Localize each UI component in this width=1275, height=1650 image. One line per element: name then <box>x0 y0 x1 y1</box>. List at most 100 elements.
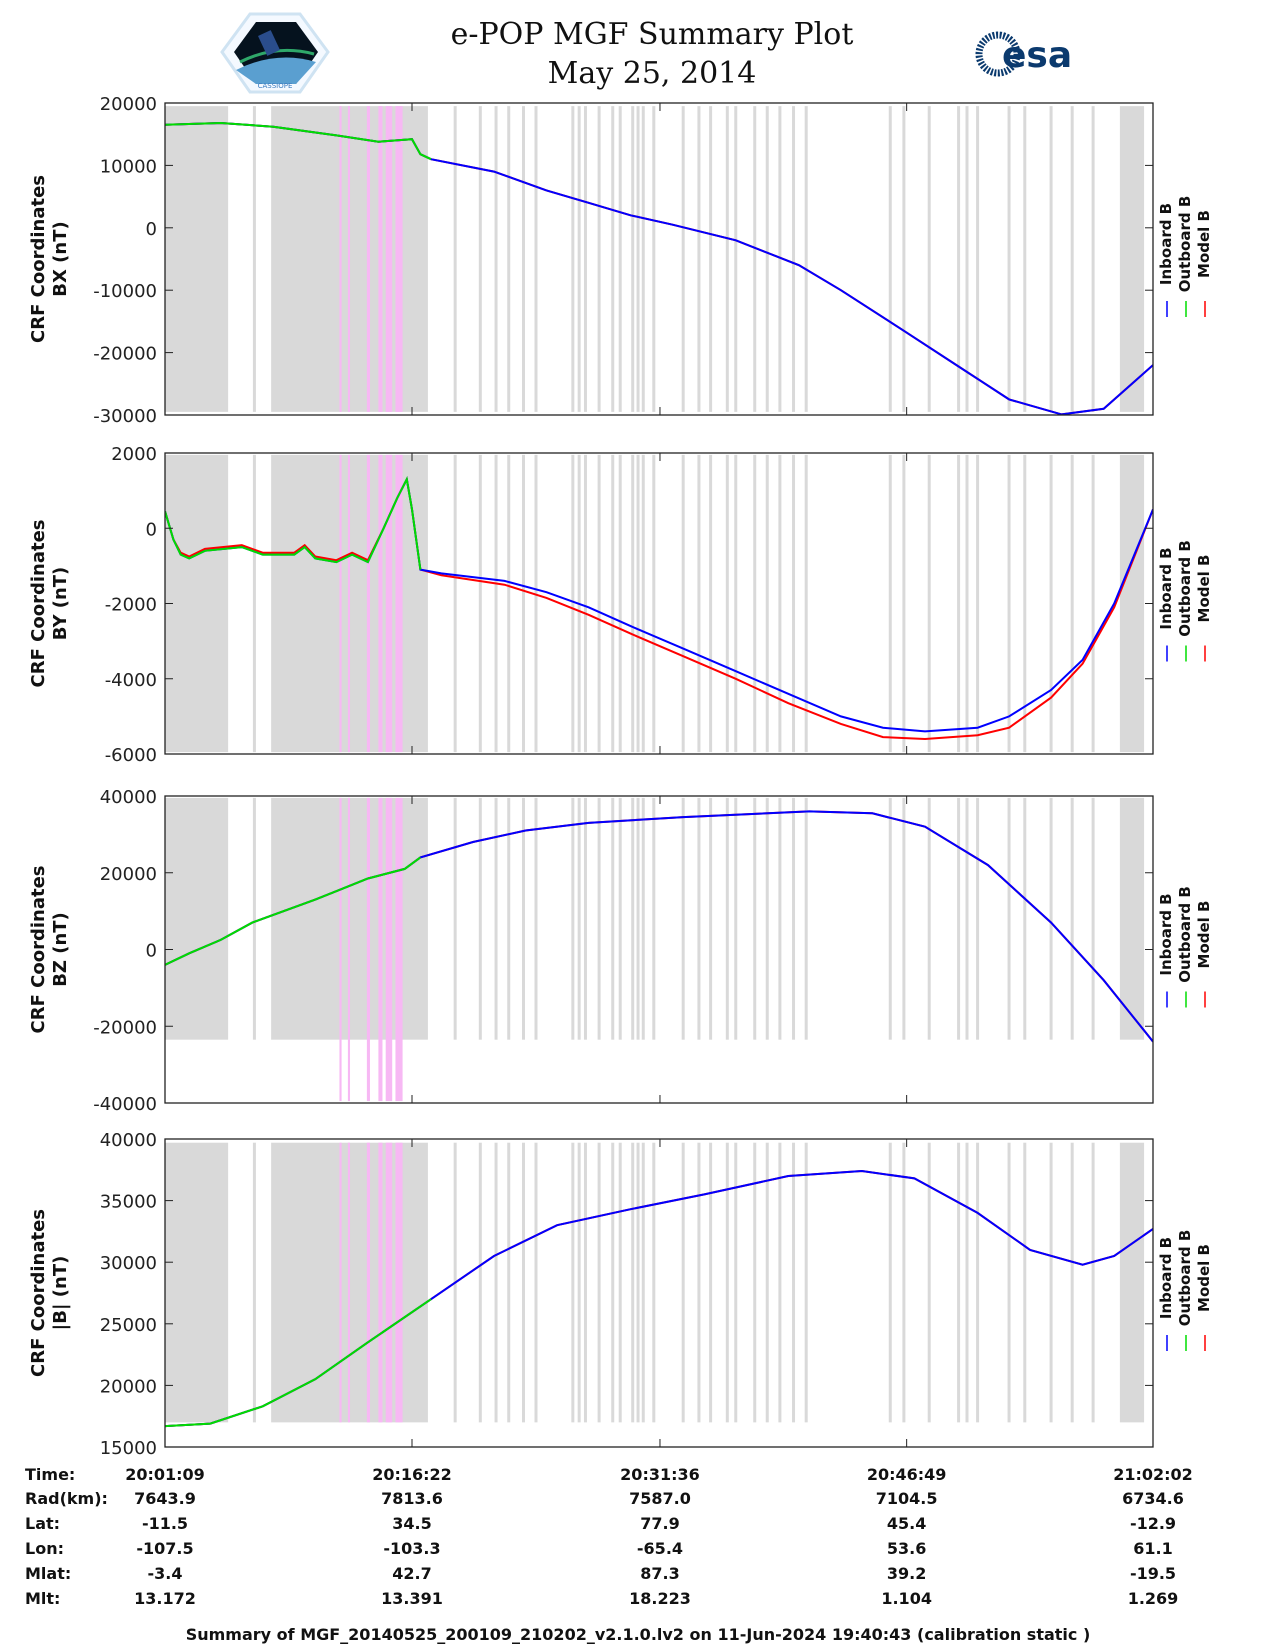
y-tick-label: 40000 <box>100 1130 157 1151</box>
gray-shade-line <box>976 1142 980 1423</box>
pink-shade-block <box>378 454 383 753</box>
table-row-label: Time: <box>25 1465 75 1484</box>
gray-shade-line <box>583 1142 587 1423</box>
gray-shade-line <box>765 797 769 1040</box>
gray-shade-line <box>652 454 656 753</box>
legend-label: Inboard B <box>1157 203 1175 285</box>
gray-shade-line <box>611 797 615 1040</box>
outboard-b-line <box>165 121 432 161</box>
table-row-label: Lon: <box>25 1539 64 1558</box>
gray-shade-line <box>494 454 498 753</box>
gray-shade-line <box>902 797 906 1040</box>
gray-shade-line <box>753 797 757 1040</box>
gray-shade-line <box>652 106 656 412</box>
pink-shade-block <box>339 1142 342 1423</box>
gray-shade-block <box>165 454 229 753</box>
gray-shade-line <box>597 1142 601 1423</box>
gray-shade-line <box>652 797 656 1040</box>
gray-shade-line <box>965 454 969 753</box>
gray-shade-line <box>888 797 892 1040</box>
footer-summary: Summary of MGF_20140525_200109_210202_v2… <box>186 1625 1091 1644</box>
gray-shade-line <box>709 106 713 412</box>
pink-shade-block <box>347 797 351 1102</box>
gray-shade-line <box>583 797 587 1040</box>
gray-shade-line <box>597 106 601 412</box>
legend-label: Outboard B <box>1176 1230 1194 1327</box>
y-tick-label: -10000 <box>93 281 157 302</box>
gray-shade-line <box>636 1142 640 1423</box>
gray-shade-line <box>1007 1142 1011 1423</box>
y-tick-label: -2000 <box>105 595 157 616</box>
gray-shade-line <box>976 797 980 1040</box>
gray-shade-line <box>681 454 685 753</box>
gray-shade-line <box>521 797 525 1040</box>
gray-shade-line <box>1091 454 1095 753</box>
gray-shade-line <box>534 454 538 753</box>
gray-shade-line <box>577 106 581 412</box>
y-axis-label: CRF Coordinates <box>28 175 49 343</box>
gray-shade-line <box>725 454 729 753</box>
y-tick-label: 20000 <box>100 864 157 885</box>
plot-area <box>165 454 1153 753</box>
gray-shade-line <box>734 797 738 1040</box>
gray-shade-block <box>1119 1142 1145 1423</box>
gray-shade-line <box>902 454 906 753</box>
gray-shade-line <box>453 106 457 412</box>
table-cell: -107.5 <box>136 1539 193 1558</box>
pink-shade-block <box>378 1142 383 1423</box>
pink-shade-block <box>339 454 342 753</box>
y-axis-label: CRF Coordinates <box>28 520 49 688</box>
y-tick-label: 40000 <box>100 787 157 808</box>
axes-frame <box>164 102 1154 416</box>
gray-shade-line <box>577 1142 581 1423</box>
y-axis-label: CRF Coordinates <box>28 1209 49 1377</box>
gray-shade-line <box>577 797 581 1040</box>
table-row-label: Rad(km): <box>25 1489 108 1508</box>
gray-shade-line <box>636 106 640 412</box>
gray-shade-line <box>652 1142 656 1423</box>
table-cell: 39.2 <box>887 1564 926 1583</box>
gray-shade-line <box>709 454 713 753</box>
gray-shade-line <box>1070 1142 1074 1423</box>
gray-shade-line <box>778 1142 782 1423</box>
gray-shade-line <box>957 797 961 1040</box>
table-cell: 1.269 <box>1128 1589 1179 1608</box>
gray-shade-line <box>804 1142 808 1423</box>
gray-shade-line <box>681 797 685 1040</box>
gray-shade-line <box>631 1142 635 1423</box>
gray-shade-line <box>494 797 498 1040</box>
table-cell: 20:46:49 <box>867 1465 947 1484</box>
gray-shade-line <box>478 1142 482 1423</box>
gray-shade-line <box>725 797 729 1040</box>
y-axis-label: CRF Coordinates <box>28 866 49 1034</box>
gray-shade-line <box>725 106 729 412</box>
gray-shade-line <box>618 797 622 1040</box>
gray-shade-block <box>1119 454 1145 753</box>
gray-shade-line <box>611 454 615 753</box>
gray-shade-line <box>252 797 256 1040</box>
table-cell: 42.7 <box>392 1564 431 1583</box>
table-cell: 45.4 <box>887 1514 926 1533</box>
gray-shade-line <box>453 797 457 1040</box>
pink-shade-block <box>395 797 403 1102</box>
gray-shade-line <box>709 1142 713 1423</box>
gray-shade-line <box>453 454 457 753</box>
gray-shade-line <box>583 454 587 753</box>
legend-label: Inboard B <box>1157 1237 1175 1319</box>
axes-frame <box>164 1138 1154 1448</box>
gray-shade-line <box>641 797 645 1040</box>
svg-text:esa: esa <box>1002 35 1072 76</box>
gray-shade-line <box>611 106 615 412</box>
gray-shade-line <box>927 454 931 753</box>
gray-shade-line <box>478 106 482 412</box>
gray-shade-line <box>681 106 685 412</box>
table-cell: 7643.9 <box>134 1489 196 1508</box>
legend-label: Model B <box>1195 1244 1213 1312</box>
y-tick-label: 10000 <box>100 156 157 177</box>
cassiope-logo: CASSIOPE <box>220 12 330 94</box>
gray-shade-line <box>641 1142 645 1423</box>
y-tick-label: -4000 <box>105 670 157 691</box>
gray-shade-line <box>753 106 757 412</box>
outboard-b-line <box>165 476 422 570</box>
gray-shade-line <box>709 797 713 1040</box>
